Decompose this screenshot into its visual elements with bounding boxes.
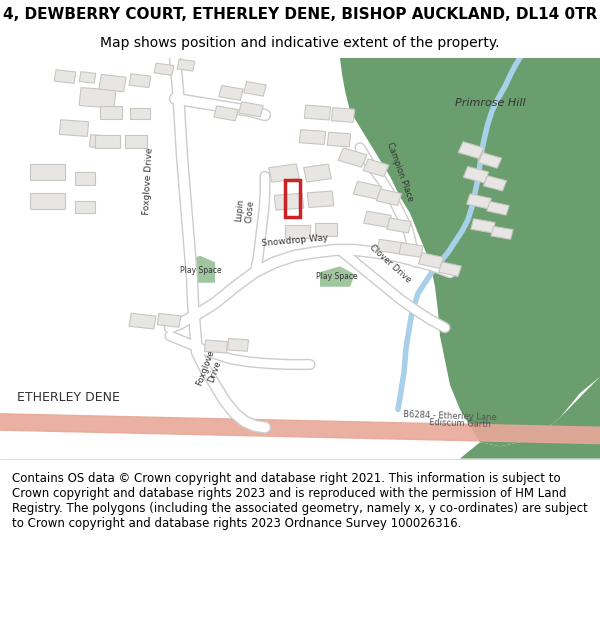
Polygon shape [387,218,411,233]
Polygon shape [285,224,310,238]
Polygon shape [458,142,484,159]
Text: Ediscum Garth: Ediscum Garth [429,418,491,429]
Polygon shape [99,74,126,92]
Polygon shape [399,242,423,257]
Polygon shape [340,58,600,446]
Polygon shape [419,253,443,269]
Polygon shape [157,313,181,328]
Polygon shape [59,120,89,136]
Polygon shape [307,191,334,208]
Polygon shape [188,256,215,282]
Polygon shape [320,266,355,287]
Polygon shape [129,74,151,88]
Text: Play Space: Play Space [316,272,358,281]
Polygon shape [129,313,156,329]
Polygon shape [363,159,389,177]
Polygon shape [478,152,502,168]
Polygon shape [100,106,122,119]
Polygon shape [467,194,491,209]
Text: Contains OS data © Crown copyright and database right 2021. This information is : Contains OS data © Crown copyright and d… [12,472,588,530]
Polygon shape [244,81,266,96]
Text: Foxglove Drive: Foxglove Drive [142,148,154,215]
Text: Clover Drive: Clover Drive [368,243,412,285]
Text: B6284 - Etherley Lane: B6284 - Etherley Lane [403,410,497,422]
Text: Campion Place: Campion Place [385,141,415,203]
Polygon shape [463,166,488,183]
Polygon shape [377,239,404,254]
Polygon shape [304,164,331,182]
Text: Foxglove
Drive: Foxglove Drive [194,349,226,391]
Polygon shape [353,181,382,199]
Text: Lupin
Close: Lupin Close [235,199,256,223]
Polygon shape [487,201,509,215]
Polygon shape [79,72,96,83]
Polygon shape [220,377,600,459]
Polygon shape [214,106,238,121]
Polygon shape [376,189,401,206]
Polygon shape [274,193,304,210]
Text: 4, DEWBERRY COURT, ETHERLEY DENE, BISHOP AUCKLAND, DL14 0TR: 4, DEWBERRY COURT, ETHERLEY DENE, BISHOP… [3,7,597,22]
Polygon shape [95,134,120,148]
Polygon shape [125,134,147,148]
Polygon shape [338,148,367,167]
Text: Map shows position and indicative extent of the property.: Map shows position and indicative extent… [100,36,500,50]
Polygon shape [491,226,513,239]
Text: Snowdrop Way: Snowdrop Way [261,233,329,248]
Polygon shape [75,173,95,184]
Polygon shape [269,164,299,182]
Polygon shape [340,58,600,332]
Text: Play Space: Play Space [180,266,222,275]
Polygon shape [328,132,350,147]
Polygon shape [299,129,326,144]
Polygon shape [471,219,495,233]
Polygon shape [75,201,95,213]
Polygon shape [439,262,461,276]
Polygon shape [331,107,355,122]
Polygon shape [205,340,227,353]
Polygon shape [79,88,116,108]
Text: ETHERLEY DENE: ETHERLEY DENE [17,391,119,404]
Polygon shape [130,107,150,119]
Text: Primrose Hill: Primrose Hill [455,98,526,107]
Polygon shape [219,86,243,101]
Polygon shape [315,223,337,236]
Polygon shape [304,105,331,120]
Polygon shape [30,164,65,181]
Polygon shape [364,211,391,227]
Polygon shape [54,70,76,83]
Polygon shape [154,63,174,75]
Polygon shape [89,135,113,149]
Polygon shape [227,339,248,351]
Polygon shape [239,102,263,117]
Polygon shape [177,59,195,71]
Polygon shape [484,176,506,191]
Polygon shape [30,192,65,209]
